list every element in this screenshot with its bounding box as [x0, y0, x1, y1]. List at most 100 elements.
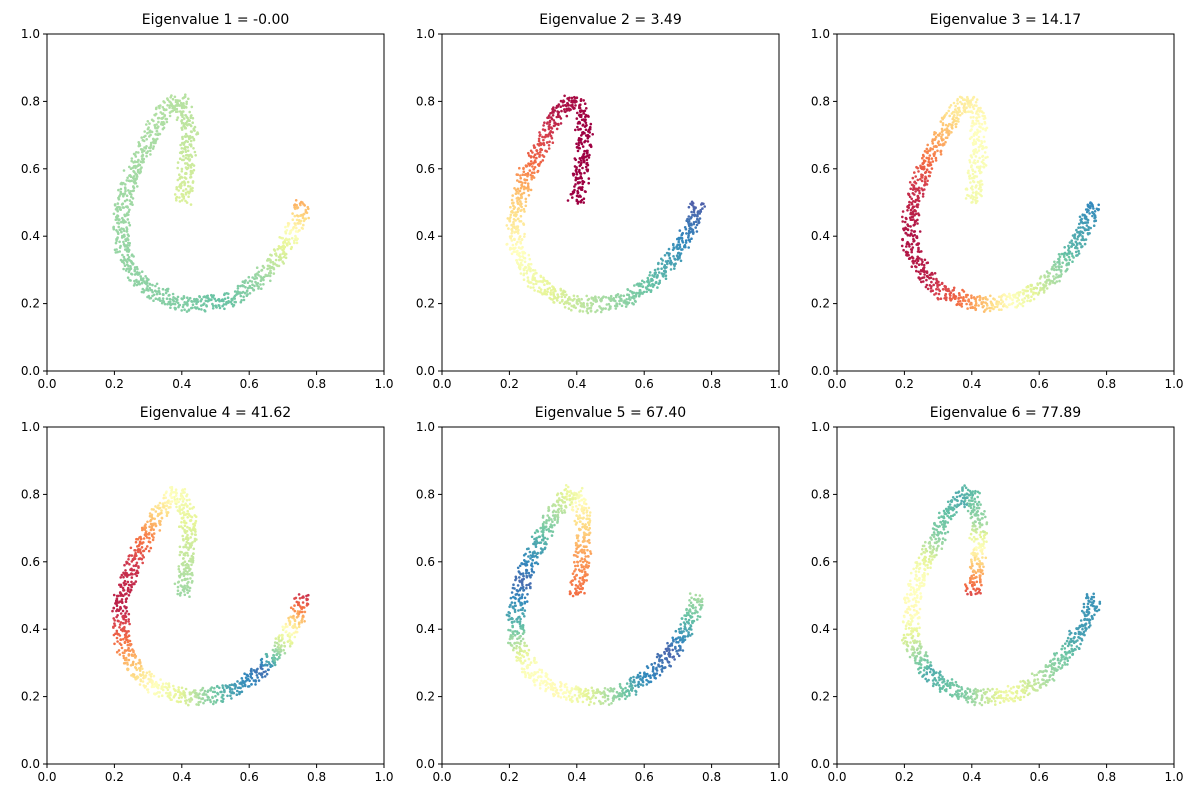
scatter-point	[231, 688, 234, 691]
scatter-point	[570, 501, 573, 504]
scatter-point	[969, 154, 973, 157]
scatter-point	[570, 583, 574, 586]
scatter-point	[293, 604, 296, 607]
scatter-point	[532, 551, 535, 555]
scatter-point	[584, 190, 587, 194]
scatter-point	[134, 654, 138, 658]
scatter-point	[561, 104, 565, 107]
scatter-point	[977, 135, 981, 139]
scatter-point	[531, 558, 534, 562]
scatter-point	[689, 226, 692, 230]
scatter-point	[181, 585, 185, 589]
scatter-point	[173, 108, 176, 111]
scatter-point	[552, 288, 555, 291]
scatter-point	[916, 205, 919, 209]
scatter-point	[214, 304, 218, 308]
scatter-point	[282, 648, 285, 652]
scatter-point	[974, 148, 977, 152]
scatter-point	[957, 111, 960, 114]
scatter-point	[581, 587, 584, 591]
scatter-point	[536, 152, 539, 155]
scatter-point	[122, 242, 126, 246]
scatter-point	[274, 637, 278, 640]
scatter-point	[966, 307, 969, 310]
scatter-point	[565, 293, 568, 297]
scatter-point	[1087, 209, 1090, 212]
scatter-point	[187, 184, 190, 188]
scatter-point	[180, 572, 183, 576]
scatter-point	[1049, 282, 1052, 285]
scatter-point	[277, 643, 280, 646]
scatter-point	[181, 534, 184, 538]
scatter-point	[922, 276, 926, 279]
scatter-point	[113, 619, 116, 622]
scatter-point	[180, 199, 184, 202]
scatter-point	[180, 147, 184, 150]
scatter-point	[585, 107, 588, 110]
scatter-point	[163, 302, 167, 306]
scatter-point	[597, 296, 600, 299]
scatter-point	[971, 191, 975, 194]
y-tick-label: 0.4	[21, 229, 40, 243]
scatter-point	[995, 305, 999, 309]
scatter-point	[193, 150, 197, 154]
scatter-point	[685, 232, 688, 235]
scatter-point	[929, 161, 932, 164]
scatter-point	[531, 151, 534, 154]
scatter-point	[970, 135, 973, 139]
scatter-point	[182, 295, 186, 298]
scatter-point	[529, 188, 533, 192]
scatter-point	[629, 289, 632, 293]
scatter-point	[525, 571, 528, 575]
scatter-point	[116, 214, 120, 218]
scatter-point	[551, 141, 555, 144]
scatter-point	[147, 549, 151, 553]
scatter-point	[516, 173, 520, 176]
scatter-point	[112, 227, 116, 231]
scatter-point	[923, 273, 926, 276]
scatter-point	[120, 203, 124, 206]
scatter-point	[660, 257, 663, 261]
scatter-point	[524, 197, 528, 201]
scatter-point	[583, 140, 586, 144]
scatter-point	[535, 271, 538, 275]
scatter-point	[199, 299, 203, 303]
scatter-point	[523, 559, 526, 562]
scatter-point	[148, 122, 151, 125]
scatter-point	[557, 511, 560, 514]
scatter-point	[975, 119, 978, 122]
scatter-point	[918, 230, 922, 233]
scatter-point	[545, 150, 549, 153]
scatter-point	[185, 310, 189, 313]
scatter-point	[186, 584, 189, 588]
scatter-point	[922, 270, 925, 273]
scatter-point	[246, 281, 250, 284]
scatter-point	[910, 215, 914, 219]
scatter-point	[239, 686, 242, 690]
scatter-point	[690, 237, 693, 240]
scatter-point	[186, 180, 190, 184]
scatter-point	[519, 174, 522, 177]
scatter-point	[145, 138, 148, 141]
scatter-point	[272, 267, 276, 271]
scatter-point	[190, 571, 194, 575]
scatter-point	[970, 124, 973, 128]
scatter-point	[573, 560, 576, 564]
scatter-point	[169, 693, 172, 697]
scatter-point	[910, 265, 914, 268]
scatter-point	[179, 143, 182, 147]
scatter-point	[187, 154, 191, 157]
scatter-point	[952, 110, 956, 114]
scatter-point	[189, 130, 193, 133]
scatter-point	[297, 593, 301, 596]
scatter-point	[516, 240, 519, 244]
scatter-point	[222, 303, 226, 306]
scatter-point	[578, 168, 581, 172]
scatter-point	[131, 263, 135, 266]
scatter-point	[125, 230, 129, 233]
scatter-point	[541, 292, 544, 296]
scatter-point	[564, 504, 567, 508]
scatter-point	[239, 284, 242, 288]
scatter-point	[1032, 297, 1036, 301]
scatter-point	[922, 266, 926, 269]
